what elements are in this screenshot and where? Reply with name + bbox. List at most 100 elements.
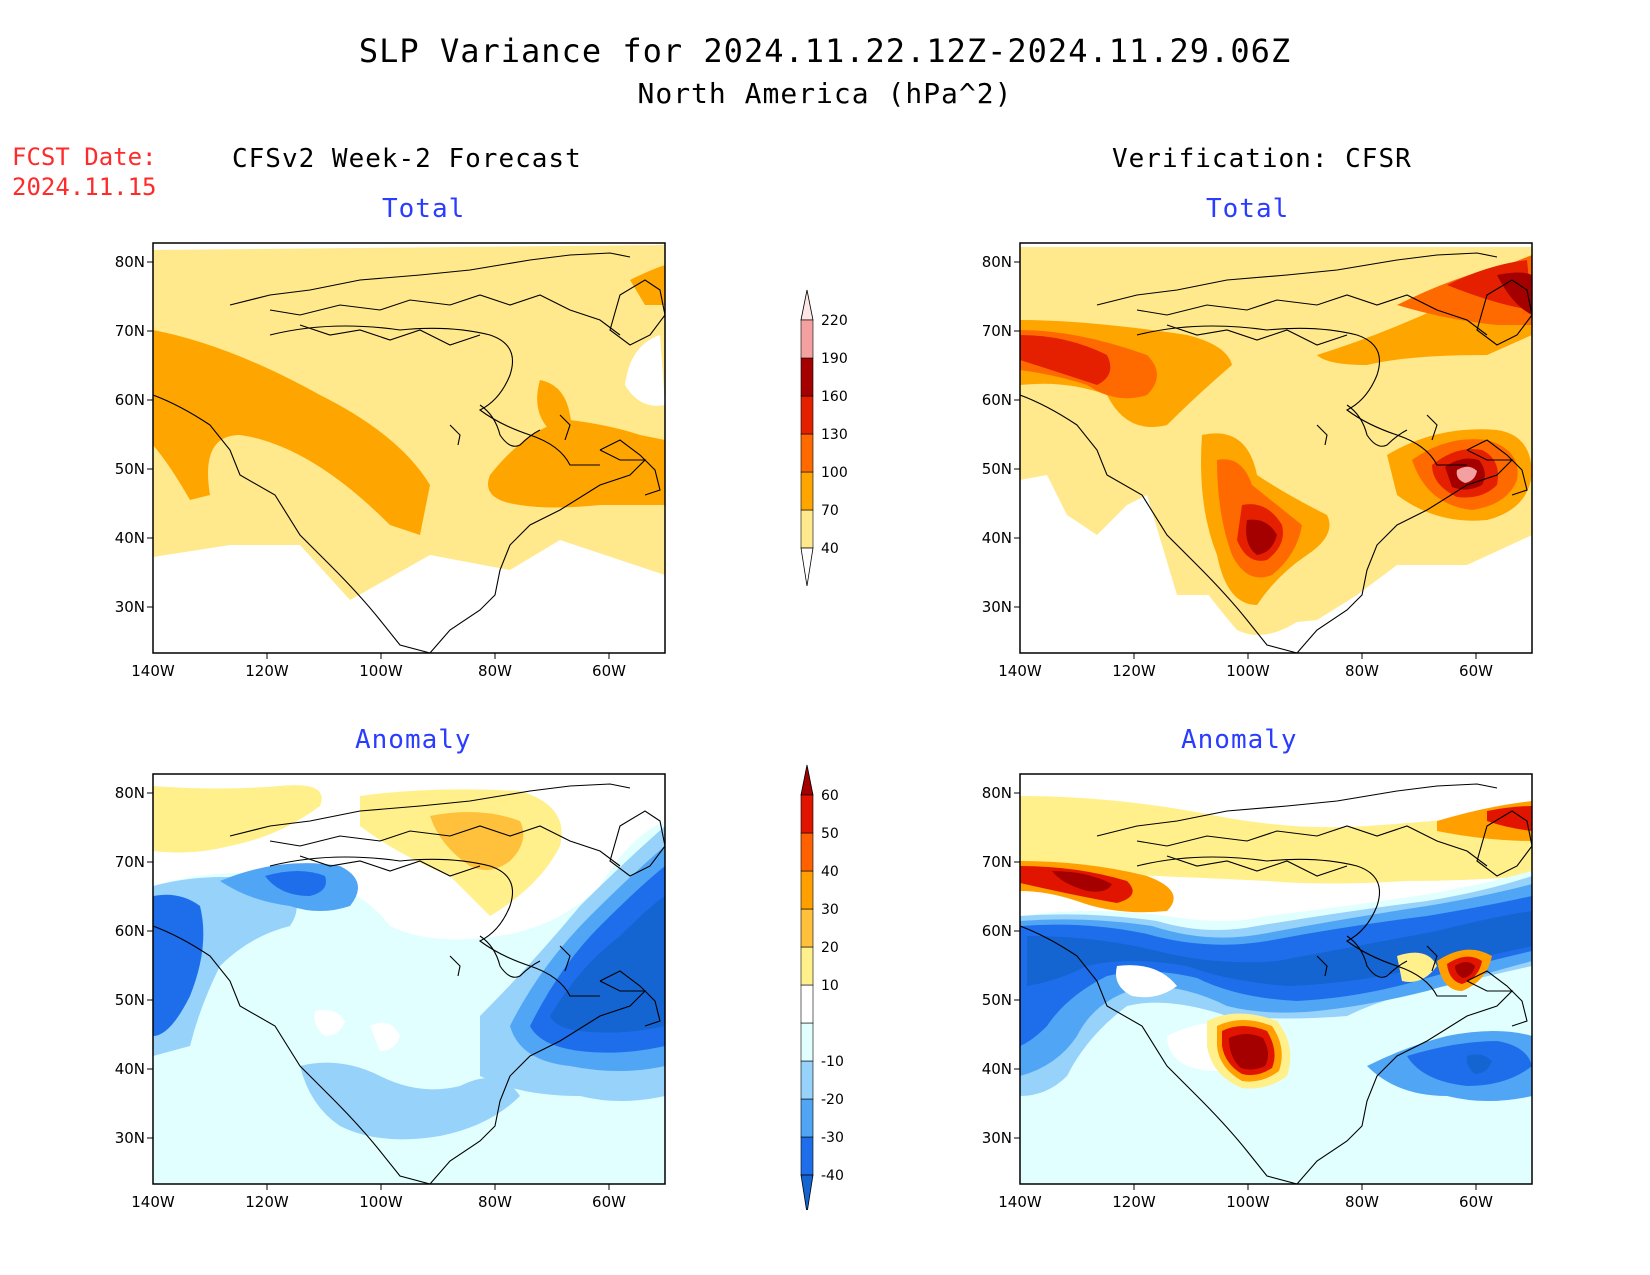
lon-tick-label: 120W — [245, 1193, 289, 1211]
colorbar-swatch — [800, 1022, 814, 1062]
lat-tick-label: 30N — [982, 598, 1012, 616]
colorbar-swatch — [800, 946, 814, 986]
colorbar-swatch — [800, 1098, 814, 1138]
lat-tick-label: 70N — [982, 322, 1012, 340]
map-forecast-total: 80N 70N 60N 50N 40N 30N 140W 120W 100W 8… — [115, 242, 666, 680]
colorbar-tick-label: 190 — [821, 351, 848, 367]
lat-axis-labels: 80N 70N 60N 50N 40N 30N — [115, 253, 145, 616]
lat-tick-label: 50N — [982, 991, 1012, 1009]
colorbar-tick-label: -30 — [821, 1130, 844, 1146]
lat-axis-labels: 80N 70N 60N 50N 40N 30N — [982, 784, 1012, 1147]
colorbar-swatch — [800, 794, 814, 834]
chart-title: SLP Variance for 2024.11.22.12Z-2024.11.… — [358, 32, 1292, 70]
lat-tick-label: 70N — [982, 853, 1012, 871]
lat-tick-label: 40N — [115, 1060, 145, 1078]
panel-title-verification-anomaly: Anomaly — [1181, 725, 1298, 755]
lat-tick-label: 50N — [115, 991, 145, 1009]
colorbar-swatch — [800, 870, 814, 910]
colorbar-total: 40 70 100 130 160 190 220 — [800, 289, 848, 587]
colorbar-anomaly: -40 -30 -20 -10 10 20 30 40 50 60 — [800, 764, 844, 1210]
lat-tick-label: 60N — [115, 922, 145, 940]
panel-title-forecast-anomaly: Anomaly — [355, 725, 472, 755]
colorbar-tick-label: 130 — [821, 427, 848, 443]
lat-tick-label: 80N — [982, 253, 1012, 271]
map-forecast-anomaly: 80N 70N 60N 50N 40N 30N 140W 120W 100W 8… — [115, 773, 666, 1211]
colorbar-arrow-top — [800, 289, 814, 321]
lat-axis-labels: 80N 70N 60N 50N 40N 30N — [982, 253, 1012, 616]
colorbar-swatch — [800, 509, 814, 549]
lon-tick-label: 80W — [478, 1193, 512, 1211]
lat-tick-label: 40N — [982, 1060, 1012, 1078]
fcst-date-label: FCST Date: — [12, 143, 157, 171]
colorbar-swatch — [800, 1060, 814, 1100]
panel-title-forecast-total: Total — [382, 194, 466, 224]
lat-tick-label: 70N — [115, 322, 145, 340]
map-verification-anomaly: 80N 70N 60N 50N 40N 30N 140W 120W 100W 8… — [982, 773, 1533, 1211]
lat-tick-label: 60N — [115, 391, 145, 409]
lon-tick-label: 60W — [1459, 662, 1493, 680]
lat-tick-label: 80N — [115, 784, 145, 802]
colorbar-swatch — [800, 1136, 814, 1176]
colorbar-tick-label: 50 — [821, 826, 839, 842]
coastline-outline — [1020, 252, 1532, 653]
colorbar-tick-label: 40 — [821, 541, 839, 557]
coastline-outline — [153, 252, 665, 653]
lon-tick-label: 140W — [998, 1193, 1042, 1211]
lat-tick-label: 80N — [982, 784, 1012, 802]
lon-axis-labels: 140W 120W 100W 80W 60W — [131, 662, 626, 680]
lon-tick-label: 100W — [359, 1193, 403, 1211]
lat-tick-label: 30N — [115, 1129, 145, 1147]
lat-tick-label: 50N — [982, 460, 1012, 478]
lon-tick-label: 100W — [359, 662, 403, 680]
lon-tick-label: 120W — [1112, 1193, 1156, 1211]
lon-tick-label: 140W — [131, 1193, 175, 1211]
colorbar-tick-label: 160 — [821, 389, 848, 405]
colorbar-arrow-bottom — [800, 547, 814, 587]
lon-tick-label: 80W — [478, 662, 512, 680]
coastline-outline — [153, 783, 665, 1184]
colorbar-swatch — [800, 984, 814, 1024]
lat-tick-label: 30N — [982, 1129, 1012, 1147]
column-title-verification: Verification: CFSR — [1112, 144, 1412, 174]
lat-axis-labels: 80N 70N 60N 50N 40N 30N — [115, 784, 145, 1147]
fcst-date-value: 2024.11.15 — [12, 173, 157, 201]
colorbar-tick-label: 70 — [821, 503, 839, 519]
chart-subtitle: North America (hPa^2) — [637, 77, 1013, 110]
lon-axis-labels: 140W 120W 100W 80W 60W — [998, 662, 1493, 680]
colorbar-swatch — [800, 433, 814, 473]
colorbar-tick-label: 40 — [821, 864, 839, 880]
colorbar-tick-label: 100 — [821, 465, 848, 481]
colorbar-swatch — [800, 471, 814, 511]
colorbar-swatch — [800, 319, 814, 359]
lat-tick-label: 60N — [982, 922, 1012, 940]
lon-tick-label: 100W — [1226, 1193, 1270, 1211]
colorbar-tick-label: 20 — [821, 940, 839, 956]
colorbar-arrow-top — [800, 764, 814, 796]
colorbar-tick-label: 30 — [821, 902, 839, 918]
lon-axis-labels: 140W 120W 100W 80W 60W — [998, 1193, 1493, 1211]
lon-axis-labels: 140W 120W 100W 80W 60W — [131, 1193, 626, 1211]
colorbar-tick-label: -10 — [821, 1054, 844, 1070]
colorbar-swatch — [800, 832, 814, 872]
lat-tick-label: 50N — [115, 460, 145, 478]
colorbar-arrow-bottom — [800, 1174, 814, 1210]
lon-tick-label: 80W — [1345, 1193, 1379, 1211]
lon-tick-label: 80W — [1345, 662, 1379, 680]
lon-tick-label: 120W — [1112, 662, 1156, 680]
lat-tick-label: 70N — [115, 853, 145, 871]
lon-tick-label: 60W — [592, 1193, 626, 1211]
coastline-outline — [1020, 783, 1532, 1184]
colorbar-swatch — [800, 908, 814, 948]
fcst-date-block: FCST Date: 2024.11.15 — [12, 142, 157, 202]
colorbar-swatch — [800, 357, 814, 397]
lon-tick-label: 140W — [131, 662, 175, 680]
colorbar-tick-label: 10 — [821, 978, 839, 994]
lat-tick-label: 80N — [115, 253, 145, 271]
lat-tick-label: 30N — [115, 598, 145, 616]
lon-tick-label: 60W — [1459, 1193, 1493, 1211]
colorbar-tick-label: -40 — [821, 1168, 844, 1184]
colorbar-tick-label: -20 — [821, 1092, 844, 1108]
lat-tick-label: 40N — [115, 529, 145, 547]
map-verification-total: 80N 70N 60N 50N 40N 30N 140W 120W 100W 8… — [982, 242, 1533, 680]
lon-tick-label: 60W — [592, 662, 626, 680]
